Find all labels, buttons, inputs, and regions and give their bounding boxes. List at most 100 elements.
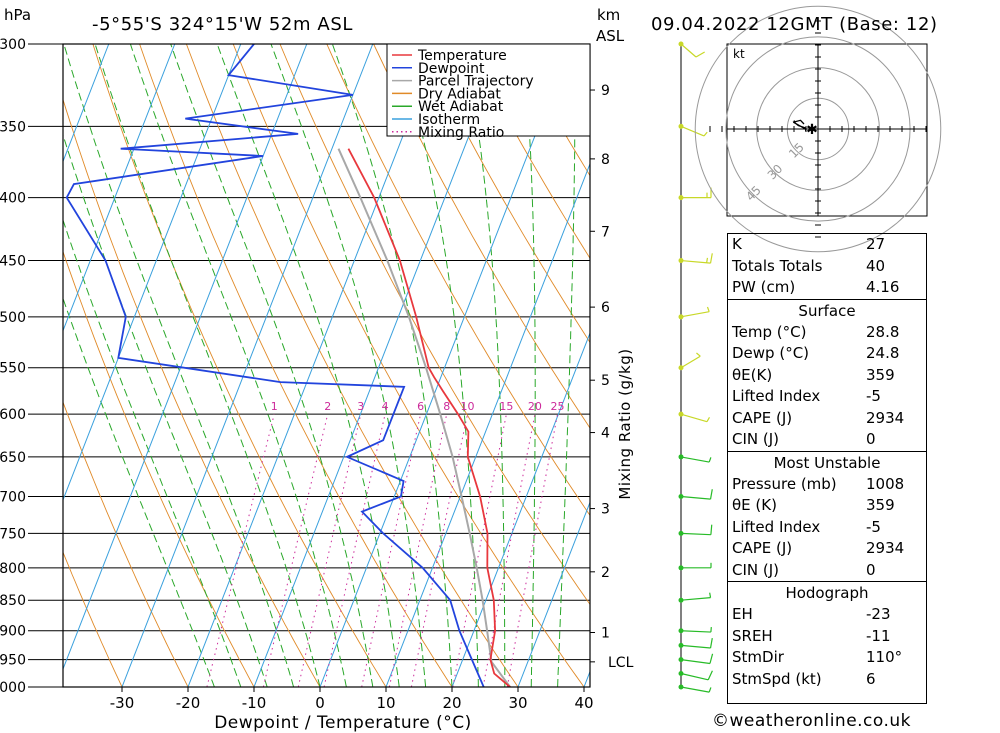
isotherm [121,44,374,687]
pw-row: PW (cm) 4.16 [732,278,900,296]
wet-adiabat [463,44,506,687]
mu-thetae-row: θE (K) 359 [732,496,895,514]
wind-barb [696,352,701,357]
wind-shaft [680,413,708,423]
hodograph-trace [792,119,807,132]
temp-tick: 20 [442,694,461,712]
mu-cin-row: CIN (J) 0 [732,560,876,579]
pressure-tick: 950 [0,653,26,669]
isotherm [187,44,440,687]
mixing-ratio-labels: 1 2 3 4 6 8 10 15 20 25 [271,400,565,413]
mu-pressure-row: Pressure (mb) 1008 [732,474,905,493]
hodograph-section: Hodograph EH -23 SREH -11 StmDir 110° StmSp… [728,581,926,690]
isotherm [517,501,590,687]
wind-barb [709,653,714,664]
mixing-ratio-label: 2 [324,400,331,413]
pressure-unit-label: hPa [4,6,31,24]
storm-dir-row: StmDir 110° [732,648,903,666]
isotherm [63,44,308,671]
pressure-tick: 300 [0,37,26,53]
wet-adiabat [63,296,215,687]
temp-tick: 30 [508,694,527,712]
mixing-ratio-axis-title: Mixing Ratio (g/kg) [616,348,634,499]
wind-barb [703,131,708,137]
mixing-ratio-label: 1 [271,400,278,413]
km-tick: 5 [601,373,610,389]
wind-shaft [680,125,705,137]
mixing-ratio-label: 25 [551,400,565,413]
sreh-row: SREH -11 [732,626,891,645]
wet-adiabat [557,44,576,687]
isotherm [385,162,590,687]
legend-label: Mixing Ratio [418,125,504,141]
wind-barb [709,489,713,500]
mixing-ratio-label: 4 [382,400,389,413]
wind-barb [709,638,713,649]
wind-barb [708,457,712,463]
credit-link[interactable]: ©weatheronline.co.uk [712,711,912,731]
pressure-tick: 550 [0,361,26,377]
dewpoint-line [65,44,485,687]
surface-section: Surface Temp (°C) 28.8 Dewp (°C) 24.8 θE(K… [728,298,926,451]
hodograph-storm-marker: ✱ [806,122,818,138]
pressure-tick: 600 [0,407,26,423]
wind-barbs [678,41,714,693]
most-unstable-section: Most Unstable Pressure (mb) 1008 θE (K) 35… [728,450,926,582]
plot-frame [62,43,591,688]
surface-cin-row: CIN (J) 0 [732,430,876,448]
k-index-row: K 27 [732,235,886,253]
wet-adiabat [129,44,347,687]
wind-barb [709,253,713,264]
wet-adiabat [331,44,453,687]
storm-speed-row: StmSpd (kt) 6 [732,669,876,688]
km-tick: 8 [601,152,610,168]
hodograph-frame [726,43,928,217]
mu-li-row: Lifted Index -5 [732,517,881,536]
km-tick: 1 [601,626,610,642]
mixing-ratio-line [297,414,362,687]
mixing-ratio-line [262,414,329,687]
wind-barb [706,306,710,312]
mixing-ratio-label: 20 [528,400,542,413]
surface-thetae-row: θE(K) 359 [732,365,895,384]
pressure-tick: 800 [0,561,26,577]
dry-adiabat [968,26,1000,713]
dry-adiabat [466,44,590,260]
wind-shaft [680,495,711,500]
legend-label: Dewpoint [418,61,485,77]
surface-dewp-row: Dewp (°C) 24.8 [732,344,900,362]
wind-shaft [680,311,710,318]
pressure-tick: 500 [0,310,26,326]
temp-tick: 40 [574,694,593,712]
wet-adiabat [216,44,400,687]
temp-tick: -10 [242,694,267,712]
totals-totals-row: Totals Totals 40 [732,256,886,275]
wind-barb [695,51,705,58]
height-km-labels: 9 8 7 6 5 4 3 2 1 LCL [590,83,634,671]
mixing-ratio-line [206,414,275,687]
dry-adiabat [63,98,321,687]
km-unit-label: km [597,6,620,24]
pressure-tick: 850 [0,593,26,609]
wind-barb [706,417,711,422]
km-tick: 2 [601,565,610,581]
temp-tick: 0 [315,694,325,712]
km-tick: 9 [601,83,610,99]
isotherm [451,331,590,687]
pressure-tick: 350 [0,119,26,135]
wet-adiabat [94,44,321,687]
temp-tick: -20 [176,694,201,712]
wind-shaft [680,532,711,536]
asl-unit-label: ASL [596,27,625,45]
km-tick: 4 [601,426,610,442]
pressure-tick: 400 [0,191,26,207]
wind-shaft [680,355,701,369]
mu-cape-row: CAPE (J) 2934 [732,539,905,557]
isobar-lines [28,43,590,688]
hodograph-title: Hodograph [785,584,869,602]
dry-adiabat [419,44,590,344]
dry-adiabat [63,551,123,687]
pressure-tick: 750 [0,526,26,542]
mixing-ratio-line [323,414,386,687]
